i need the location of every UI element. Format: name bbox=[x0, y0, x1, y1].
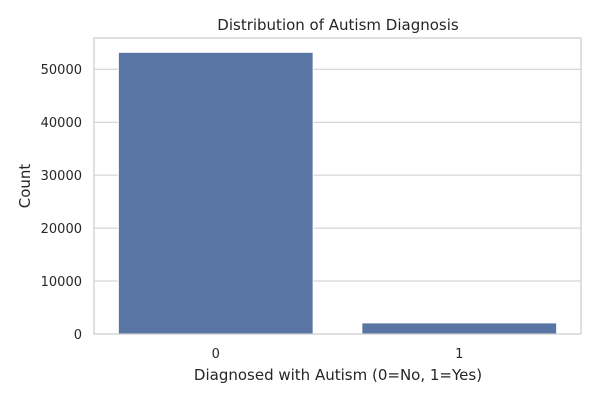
chart-title: Distribution of Autism Diagnosis bbox=[217, 16, 459, 34]
y-tick-labels: 0 10000 20000 30000 40000 50000 bbox=[41, 63, 82, 343]
y-tick-label: 50000 bbox=[41, 63, 82, 78]
bar-1 bbox=[361, 322, 558, 335]
x-tick-label: 1 bbox=[455, 347, 463, 362]
x-tick-label: 0 bbox=[212, 347, 220, 362]
bar-0 bbox=[117, 51, 314, 335]
y-tick-label: 10000 bbox=[41, 275, 82, 290]
y-tick-label: 20000 bbox=[41, 222, 82, 237]
y-tick-label: 40000 bbox=[41, 116, 82, 131]
y-tick-label: 30000 bbox=[41, 169, 82, 184]
plot-frame bbox=[93, 37, 582, 335]
y-tick-label: 0 bbox=[74, 328, 82, 343]
y-axis-label: Count bbox=[16, 164, 34, 209]
bars bbox=[117, 51, 558, 335]
x-axis-label: Diagnosed with Autism (0=No, 1=Yes) bbox=[194, 366, 482, 384]
